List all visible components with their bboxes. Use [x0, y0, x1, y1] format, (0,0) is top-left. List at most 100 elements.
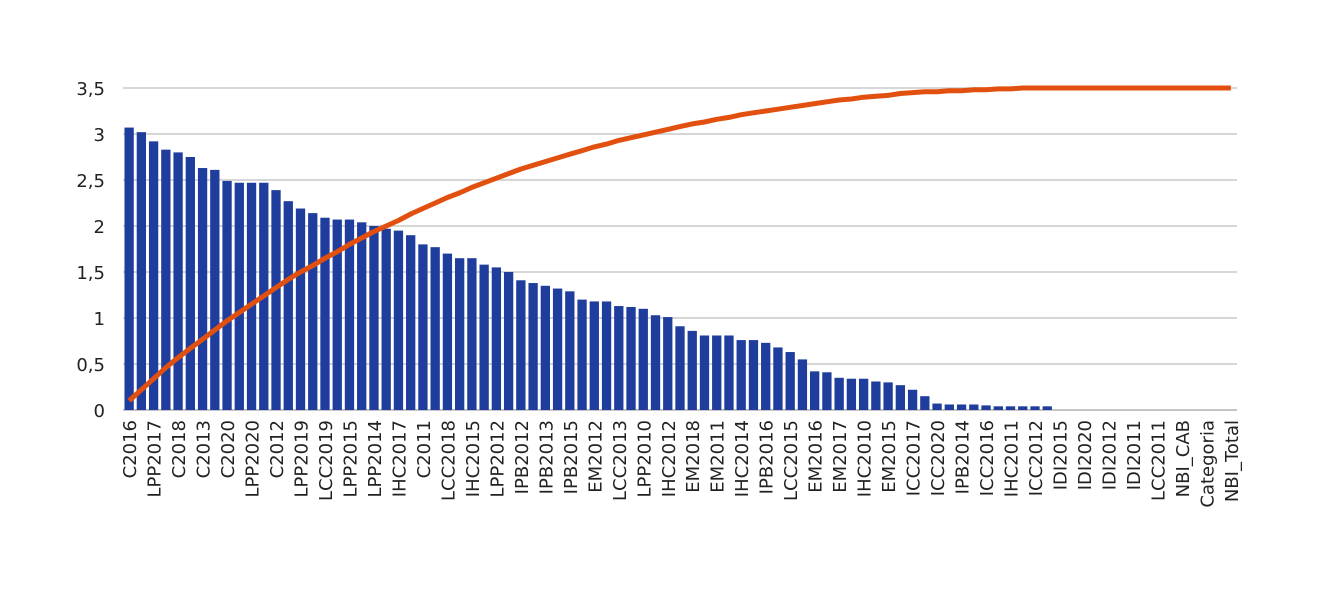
y-tick-label: 2,5 [76, 171, 105, 192]
x-tick-label: EM2011 [708, 420, 729, 493]
x-tick-label: IDI2012 [1099, 420, 1120, 490]
x-tick-label: LPP2014 [365, 420, 386, 498]
bar [712, 335, 722, 410]
x-tick-label: NBI_CAB [1173, 420, 1194, 497]
x-tick-label: C2011 [414, 420, 435, 478]
bar [418, 244, 428, 410]
bar [883, 382, 893, 410]
bar [1018, 406, 1028, 410]
bar [344, 219, 355, 410]
y-tick-label: 1,5 [76, 263, 105, 284]
x-tick-label: IPB2013 [536, 420, 557, 494]
bar [442, 253, 453, 410]
x-tick-label: IHC2011 [1002, 420, 1023, 497]
bar [944, 404, 954, 410]
bar [332, 219, 342, 410]
bar [173, 152, 183, 410]
bar [283, 201, 293, 410]
bar [577, 299, 587, 410]
x-tick-label: LCC2013 [610, 420, 631, 501]
bar [846, 378, 857, 410]
bar [222, 180, 232, 410]
bar [626, 306, 636, 410]
bar [932, 403, 942, 410]
bar [308, 213, 318, 410]
bar [1005, 406, 1016, 410]
bar [993, 406, 1003, 410]
x-tick-label: LPP2015 [340, 420, 361, 498]
y-tick-label: 0 [94, 401, 105, 422]
bar [234, 182, 244, 410]
x-tick-label: LCC2015 [781, 420, 802, 501]
bar [185, 157, 195, 410]
bar [552, 288, 563, 410]
bar [907, 389, 918, 410]
x-tick-label: C2013 [194, 420, 215, 478]
bar [528, 283, 538, 410]
x-tick-label: IPB2015 [561, 420, 582, 494]
bar [956, 404, 967, 410]
bar [650, 315, 661, 410]
bar [124, 127, 134, 410]
bar [614, 306, 624, 410]
bar [724, 335, 734, 410]
bar [381, 228, 391, 410]
bar [295, 208, 306, 410]
bar [687, 330, 697, 410]
x-tick-label: ICC2017 [904, 420, 925, 496]
bar [810, 371, 820, 410]
x-tick-label: EM2015 [879, 420, 900, 493]
bar [969, 404, 979, 410]
bar [773, 347, 783, 410]
bar [467, 258, 477, 410]
x-tick-label: EM2012 [585, 420, 606, 493]
bar [320, 217, 330, 410]
bar [761, 342, 771, 410]
bar [663, 317, 673, 410]
x-tick-label: LCC2019 [316, 420, 337, 501]
x-tick-label: IHC2017 [389, 420, 410, 497]
x-tick-label: ICC2012 [1026, 420, 1047, 496]
bar [246, 182, 257, 410]
bar [797, 359, 808, 410]
x-tick-label: Categoria [1197, 420, 1218, 508]
bar [271, 190, 281, 410]
bar [638, 308, 648, 410]
y-tick-label: 1 [94, 309, 105, 330]
bar [503, 272, 514, 410]
x-tick-label: LPP2010 [634, 420, 655, 498]
y-tick-label: 2 [94, 217, 105, 238]
bar [785, 352, 795, 410]
bar [357, 222, 367, 410]
bar [491, 267, 502, 410]
x-tick-label: C2020 [218, 420, 239, 478]
bar [454, 258, 465, 410]
bar [393, 230, 404, 410]
x-tick-label: LCC2018 [438, 420, 459, 501]
bar [1042, 406, 1052, 410]
bar [210, 169, 220, 410]
y-tick-label: 0,5 [76, 355, 105, 376]
x-tick-label: IHC2015 [463, 420, 484, 497]
bar [136, 132, 147, 410]
x-tick-label: NBI_Total [1222, 420, 1243, 502]
bar [540, 285, 550, 410]
bar [834, 377, 844, 410]
x-tick-label: LCC2011 [1148, 420, 1169, 501]
x-tick-label: IPB2016 [757, 420, 778, 494]
bar [430, 247, 440, 410]
x-tick-label: IDI2020 [1075, 420, 1096, 490]
bar [858, 378, 869, 410]
bar [895, 385, 906, 410]
bar [871, 381, 881, 410]
bar [601, 301, 612, 410]
x-tick-label: IPB2012 [512, 420, 533, 494]
cumulative-line [127, 85, 1231, 403]
bar [369, 226, 379, 410]
x-tick-label: IDI2011 [1124, 420, 1145, 490]
x-tick-label: C2016 [120, 420, 141, 478]
x-tick-label: IHC2014 [732, 420, 753, 497]
bar [197, 168, 208, 410]
bar [748, 340, 759, 410]
